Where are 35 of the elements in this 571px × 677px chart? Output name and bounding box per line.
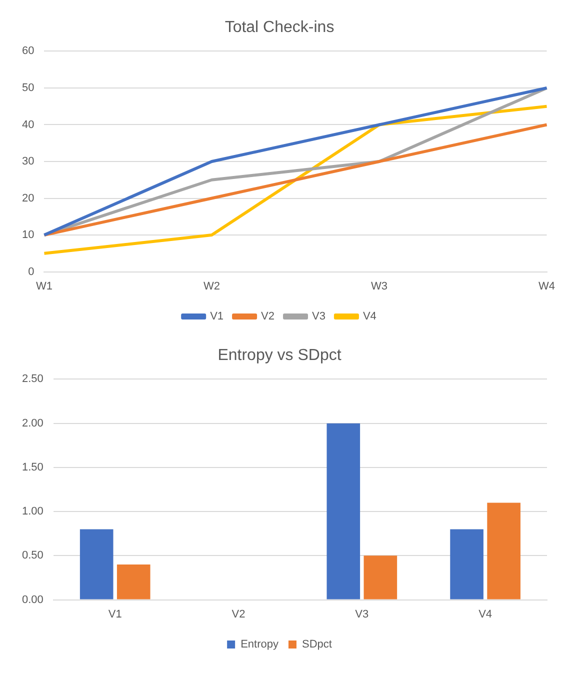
y-tick-label: 20 bbox=[22, 192, 34, 204]
chart-title: Entropy vs SDpct bbox=[218, 347, 342, 364]
x-tick-label: V1 bbox=[108, 608, 122, 620]
y-tick-label: 0.50 bbox=[22, 550, 44, 562]
y-tick-label: 10 bbox=[22, 229, 34, 242]
y-tick-label: 0 bbox=[28, 266, 34, 278]
bar bbox=[80, 529, 114, 600]
bar bbox=[116, 564, 150, 600]
y-tick-label: 1.50 bbox=[22, 461, 44, 474]
legend-label: V3 bbox=[312, 310, 326, 323]
x-tick-label: W2 bbox=[203, 280, 220, 292]
legend-label: Entropy bbox=[240, 638, 279, 651]
legend-label: V4 bbox=[362, 310, 376, 323]
bar bbox=[326, 423, 360, 600]
x-tick-label: V4 bbox=[478, 608, 492, 620]
x-tick-label: W4 bbox=[538, 280, 555, 292]
bar bbox=[450, 529, 484, 600]
y-tick-label: 1.00 bbox=[22, 506, 44, 518]
x-tick-label: V3 bbox=[355, 608, 369, 620]
chart-title: Total Check-ins bbox=[224, 19, 334, 36]
y-tick-label: 60 bbox=[22, 45, 34, 58]
bar bbox=[487, 502, 520, 600]
y-tick-label: 2.00 bbox=[22, 417, 44, 430]
x-tick-label: W3 bbox=[370, 280, 388, 292]
y-tick-label: 30 bbox=[22, 156, 34, 168]
legend-label: V1 bbox=[210, 310, 224, 323]
x-tick-label: W1 bbox=[36, 280, 52, 292]
legend-label: V2 bbox=[261, 310, 275, 323]
y-tick-label: 2.50 bbox=[22, 373, 44, 386]
x-tick-label: V2 bbox=[232, 608, 246, 620]
y-tick-label: 40 bbox=[22, 118, 34, 131]
bar bbox=[364, 556, 398, 600]
legend-label: SDpct bbox=[302, 638, 332, 651]
y-tick-label: 50 bbox=[22, 82, 34, 94]
y-tick-label: 0.00 bbox=[22, 594, 44, 606]
